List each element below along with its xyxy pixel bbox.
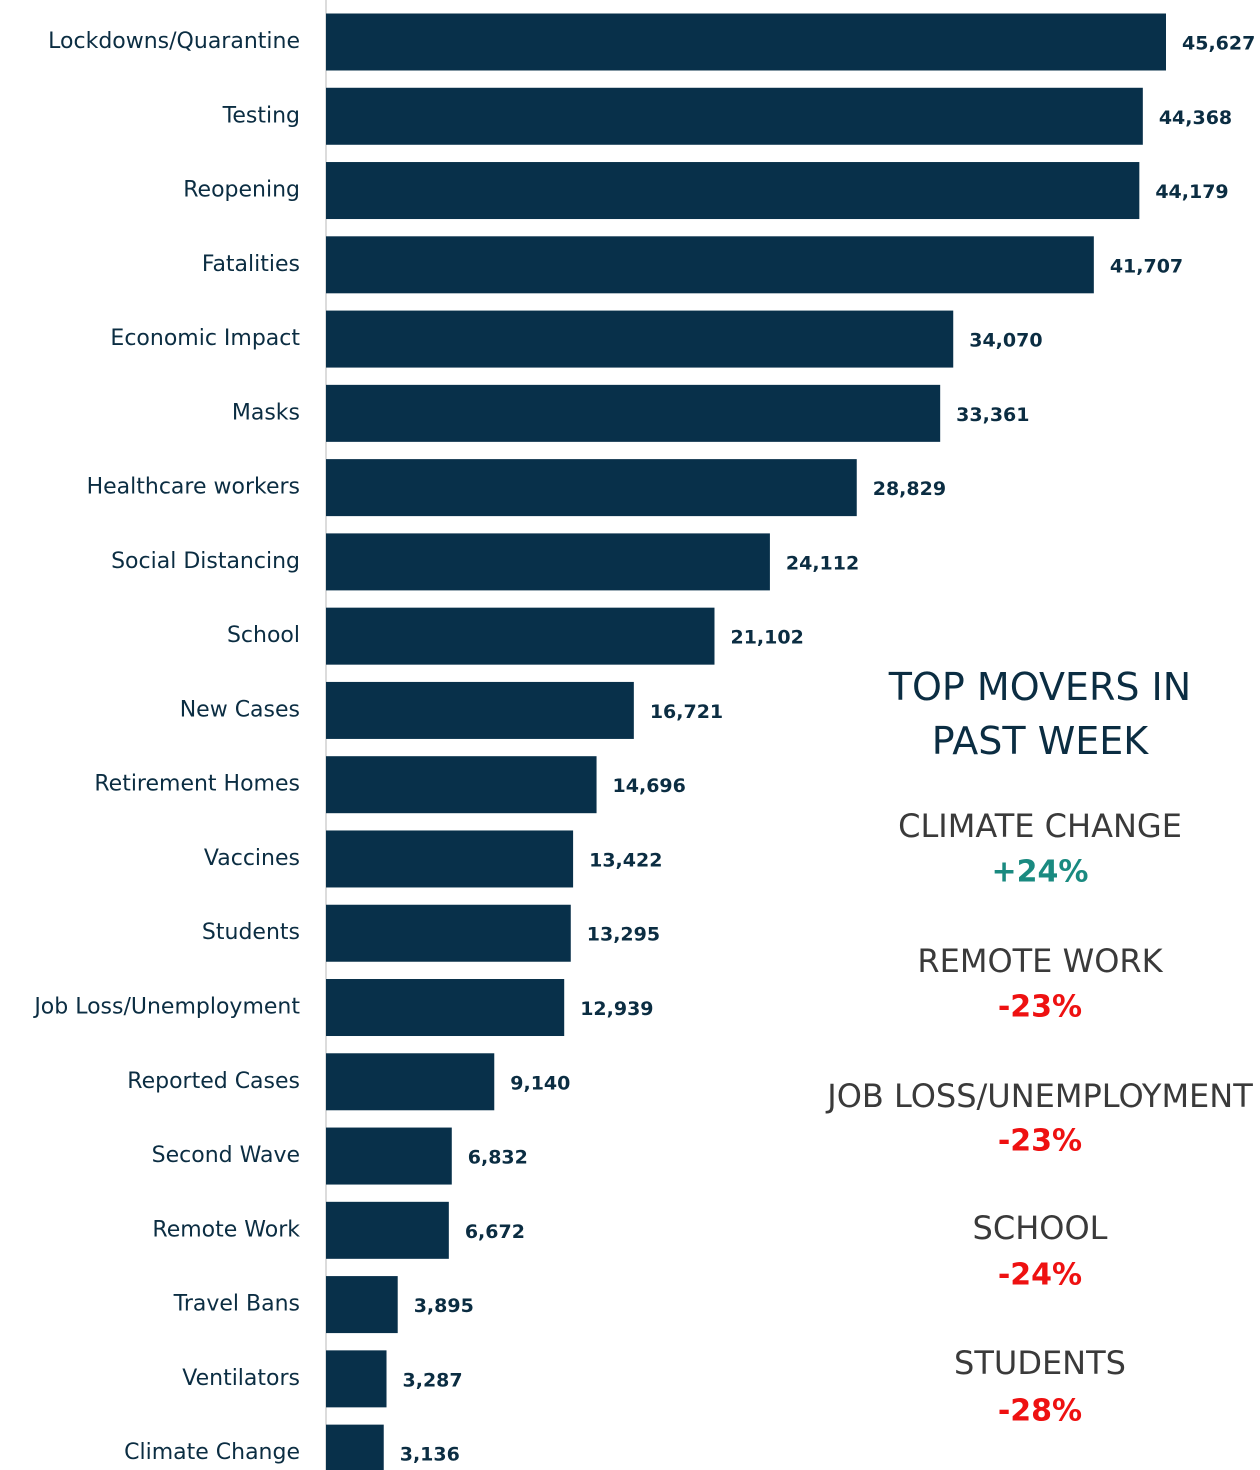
category-label: Second Wave xyxy=(152,1143,300,1168)
mover-name: SCHOOL xyxy=(973,1209,1108,1247)
value-label: 33,361 xyxy=(956,404,1029,426)
value-label: 3,287 xyxy=(403,1369,463,1391)
mover-change: -23% xyxy=(998,990,1082,1025)
category-label: School xyxy=(227,623,300,648)
category-label: Masks xyxy=(232,400,300,425)
category-label: Travel Bans xyxy=(173,1292,300,1317)
category-label: Fatalities xyxy=(202,252,300,277)
category-label: Remote Work xyxy=(152,1217,300,1242)
bar xyxy=(326,1276,398,1334)
mover-change: -24% xyxy=(998,1258,1082,1293)
category-label: Social Distancing xyxy=(111,549,300,574)
value-label: 9,140 xyxy=(510,1072,570,1094)
category-label: Testing xyxy=(222,103,300,128)
value-label: 44,368 xyxy=(1159,107,1232,129)
bar xyxy=(326,236,1094,294)
value-label: 16,721 xyxy=(650,701,723,723)
value-label: 45,627 xyxy=(1182,33,1255,55)
category-label: Lockdowns/Quarantine xyxy=(48,29,300,54)
bar xyxy=(326,1127,452,1185)
category-label: Reported Cases xyxy=(127,1069,300,1094)
bar xyxy=(326,310,954,368)
category-label: Reopening xyxy=(183,178,300,203)
value-label: 6,832 xyxy=(468,1147,528,1169)
mover-change: +24% xyxy=(992,855,1089,890)
bar xyxy=(326,979,565,1037)
bar xyxy=(326,607,715,665)
bar xyxy=(326,13,1166,71)
bar xyxy=(326,459,857,517)
bar xyxy=(326,1201,449,1259)
category-label: Climate Change xyxy=(124,1440,300,1465)
category-label: New Cases xyxy=(180,697,300,722)
bar xyxy=(326,904,571,962)
bar xyxy=(326,681,634,739)
bar xyxy=(326,1350,387,1408)
bar xyxy=(326,830,574,888)
category-label: Job Loss/Unemployment xyxy=(32,995,300,1020)
bar xyxy=(326,384,941,442)
mover-change: -23% xyxy=(998,1124,1082,1159)
category-label: Students xyxy=(202,920,300,945)
category-label: Healthcare workers xyxy=(87,475,300,500)
bar xyxy=(326,1053,495,1111)
bar xyxy=(326,533,770,591)
mover-name: JOB LOSS/UNEMPLOYMENT xyxy=(825,1077,1253,1115)
mover-name: STUDENTS xyxy=(954,1344,1126,1382)
value-label: 13,295 xyxy=(587,924,660,946)
bar xyxy=(326,1424,384,1470)
mover-name: CLIMATE CHANGE xyxy=(898,807,1182,845)
category-label: Ventilators xyxy=(182,1366,300,1391)
value-label: 34,070 xyxy=(969,330,1042,352)
bar xyxy=(326,87,1143,145)
panel-title: TOP MOVERS IN PAST WEEK xyxy=(888,665,1192,763)
value-label: 3,136 xyxy=(400,1444,460,1466)
value-label: 24,112 xyxy=(786,552,859,574)
value-label: 41,707 xyxy=(1110,255,1183,277)
value-label: 14,696 xyxy=(613,775,686,797)
value-label: 6,672 xyxy=(465,1221,525,1243)
value-label: 3,895 xyxy=(414,1295,474,1317)
bar xyxy=(326,162,1140,220)
category-label: Vaccines xyxy=(204,846,300,871)
category-label: Economic Impact xyxy=(110,326,300,351)
mover-name: REMOTE WORK xyxy=(917,942,1163,980)
value-label: 12,939 xyxy=(580,998,653,1020)
category-label: Retirement Homes xyxy=(94,772,300,797)
value-label: 44,179 xyxy=(1155,181,1228,203)
value-label: 28,829 xyxy=(873,478,946,500)
mover-change: -28% xyxy=(998,1394,1082,1429)
value-label: 21,102 xyxy=(730,627,803,649)
bar xyxy=(326,756,597,814)
value-label: 13,422 xyxy=(589,849,662,871)
